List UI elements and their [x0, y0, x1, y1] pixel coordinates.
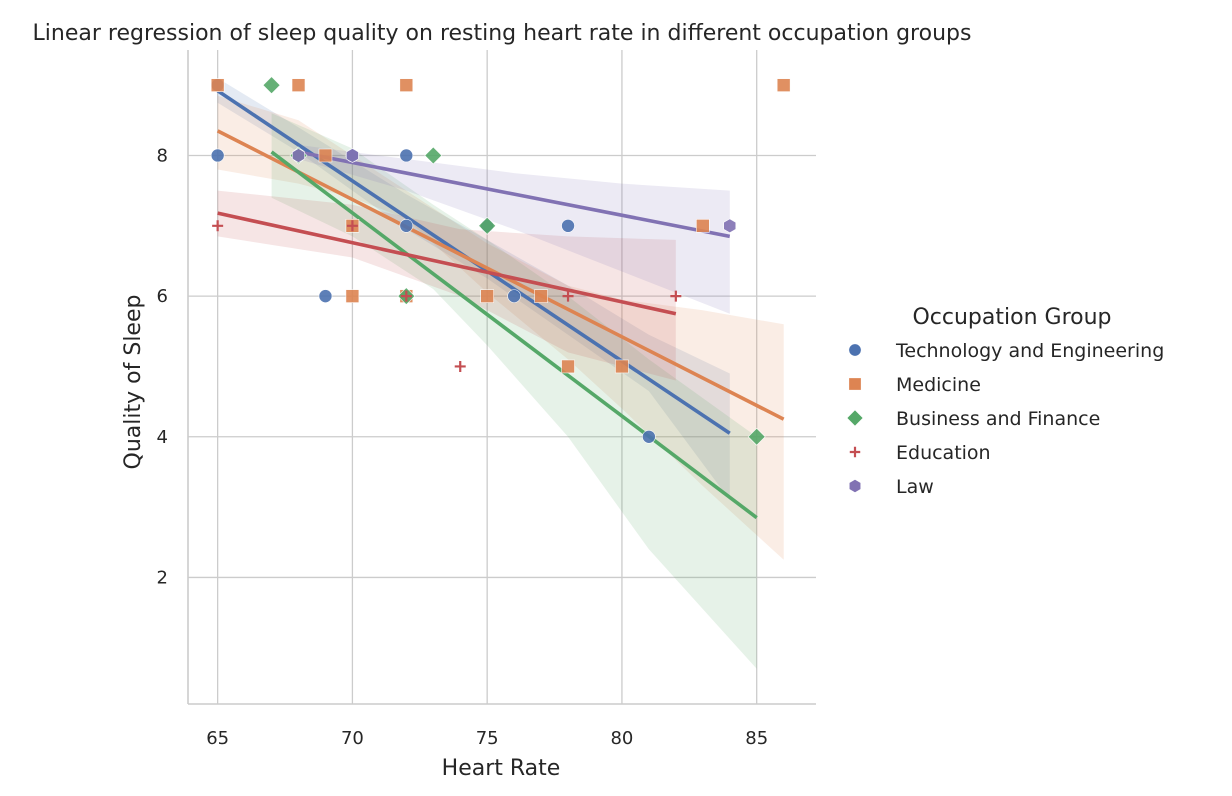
y-tick-label: 4 [157, 427, 168, 448]
x-tick-label: 80 [610, 728, 633, 749]
point-medicine [615, 359, 629, 374]
point-education [670, 290, 682, 302]
y-tick-label: 2 [157, 567, 168, 588]
point-medicine [695, 219, 710, 233]
point-technology-and-engineering [561, 219, 575, 233]
x-tick-label: 70 [341, 728, 364, 749]
point-business-and-finance [747, 427, 766, 446]
legend-label-education: Education [896, 442, 991, 464]
point-education [454, 360, 466, 372]
x-tick-label: 75 [476, 728, 499, 749]
point-medicine [534, 289, 548, 303]
legend-marker-medicine [848, 377, 862, 391]
x-axis-label: Heart Rate [442, 756, 561, 781]
y-axis-label: Quality of Sleep [121, 295, 146, 470]
point-technology-and-engineering [399, 148, 414, 163]
point-law [346, 148, 359, 163]
point-business-and-finance [478, 216, 497, 235]
point-medicine [561, 359, 575, 374]
point-medicine [210, 78, 225, 92]
point-education [346, 220, 358, 232]
legend-marker-business-and-finance [846, 409, 864, 427]
point-technology-and-engineering [399, 219, 414, 233]
point-law [723, 218, 737, 234]
regression-lines [216, 89, 785, 520]
fit-line-law [298, 150, 731, 239]
y-tick-label: 8 [157, 145, 168, 166]
confidence-bands [217, 78, 784, 669]
legend-marker-technology-and-engineering [848, 343, 862, 357]
point-medicine [776, 78, 791, 92]
legend-label-business-and-finance: Business and Finance [896, 408, 1100, 430]
legend-marker-law [848, 479, 862, 493]
point-medicine [480, 289, 494, 303]
point-medicine [345, 289, 360, 303]
point-technology-and-engineering [210, 148, 225, 163]
x-tick-label: 65 [206, 728, 229, 749]
fit-line-education [217, 211, 677, 316]
point-law [292, 148, 305, 163]
point-medicine [291, 78, 306, 92]
point-technology-and-engineering [318, 289, 333, 303]
legend-label-law: Law [896, 476, 934, 498]
point-technology-and-engineering [642, 429, 656, 444]
legend: Occupation Group Technology and Engineer… [846, 305, 1164, 498]
point-education [212, 220, 224, 232]
fit-line-business-and-finance [270, 150, 758, 520]
chart-title: Linear regression of sleep quality on re… [33, 21, 972, 46]
point-medicine [318, 148, 333, 163]
point-medicine [399, 78, 414, 92]
tick-labels: 65 70 75 80 85 2 4 6 8 [157, 145, 769, 749]
point-business-and-finance [262, 76, 281, 95]
ci-band-medicine [217, 95, 784, 560]
ci-band-technology-and-engineering [217, 78, 730, 501]
y-tick-label: 6 [157, 286, 168, 307]
point-education [400, 290, 412, 302]
legend-title: Occupation Group [912, 305, 1111, 330]
legend-label-technology-and-engineering: Technology and Engineering [895, 340, 1164, 362]
point-education [562, 290, 574, 302]
point-technology-and-engineering [507, 289, 521, 303]
legend-label-medicine: Medicine [896, 374, 981, 396]
ci-band-law [298, 144, 730, 314]
x-tick-label: 85 [745, 728, 768, 749]
data-points [210, 76, 791, 446]
point-business-and-finance [424, 146, 443, 165]
legend-marker-education [849, 446, 861, 458]
